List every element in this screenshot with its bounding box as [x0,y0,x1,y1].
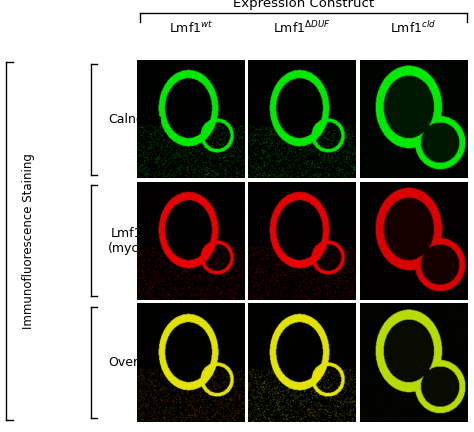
Text: Lmf1$^{\Delta DUF}$: Lmf1$^{\Delta DUF}$ [273,19,331,36]
Text: Lmf1$^{wt}$: Lmf1$^{wt}$ [169,20,213,36]
Text: Expression Construct: Expression Construct [233,0,374,10]
Text: Overlay: Overlay [108,356,157,369]
Text: Calnexin: Calnexin [108,113,162,126]
Text: Lmf1$^{cld}$: Lmf1$^{cld}$ [390,20,437,36]
Text: Lmf1
(myc): Lmf1 (myc) [108,227,144,255]
Text: Immunofluorescence Staining: Immunofluorescence Staining [22,153,35,329]
